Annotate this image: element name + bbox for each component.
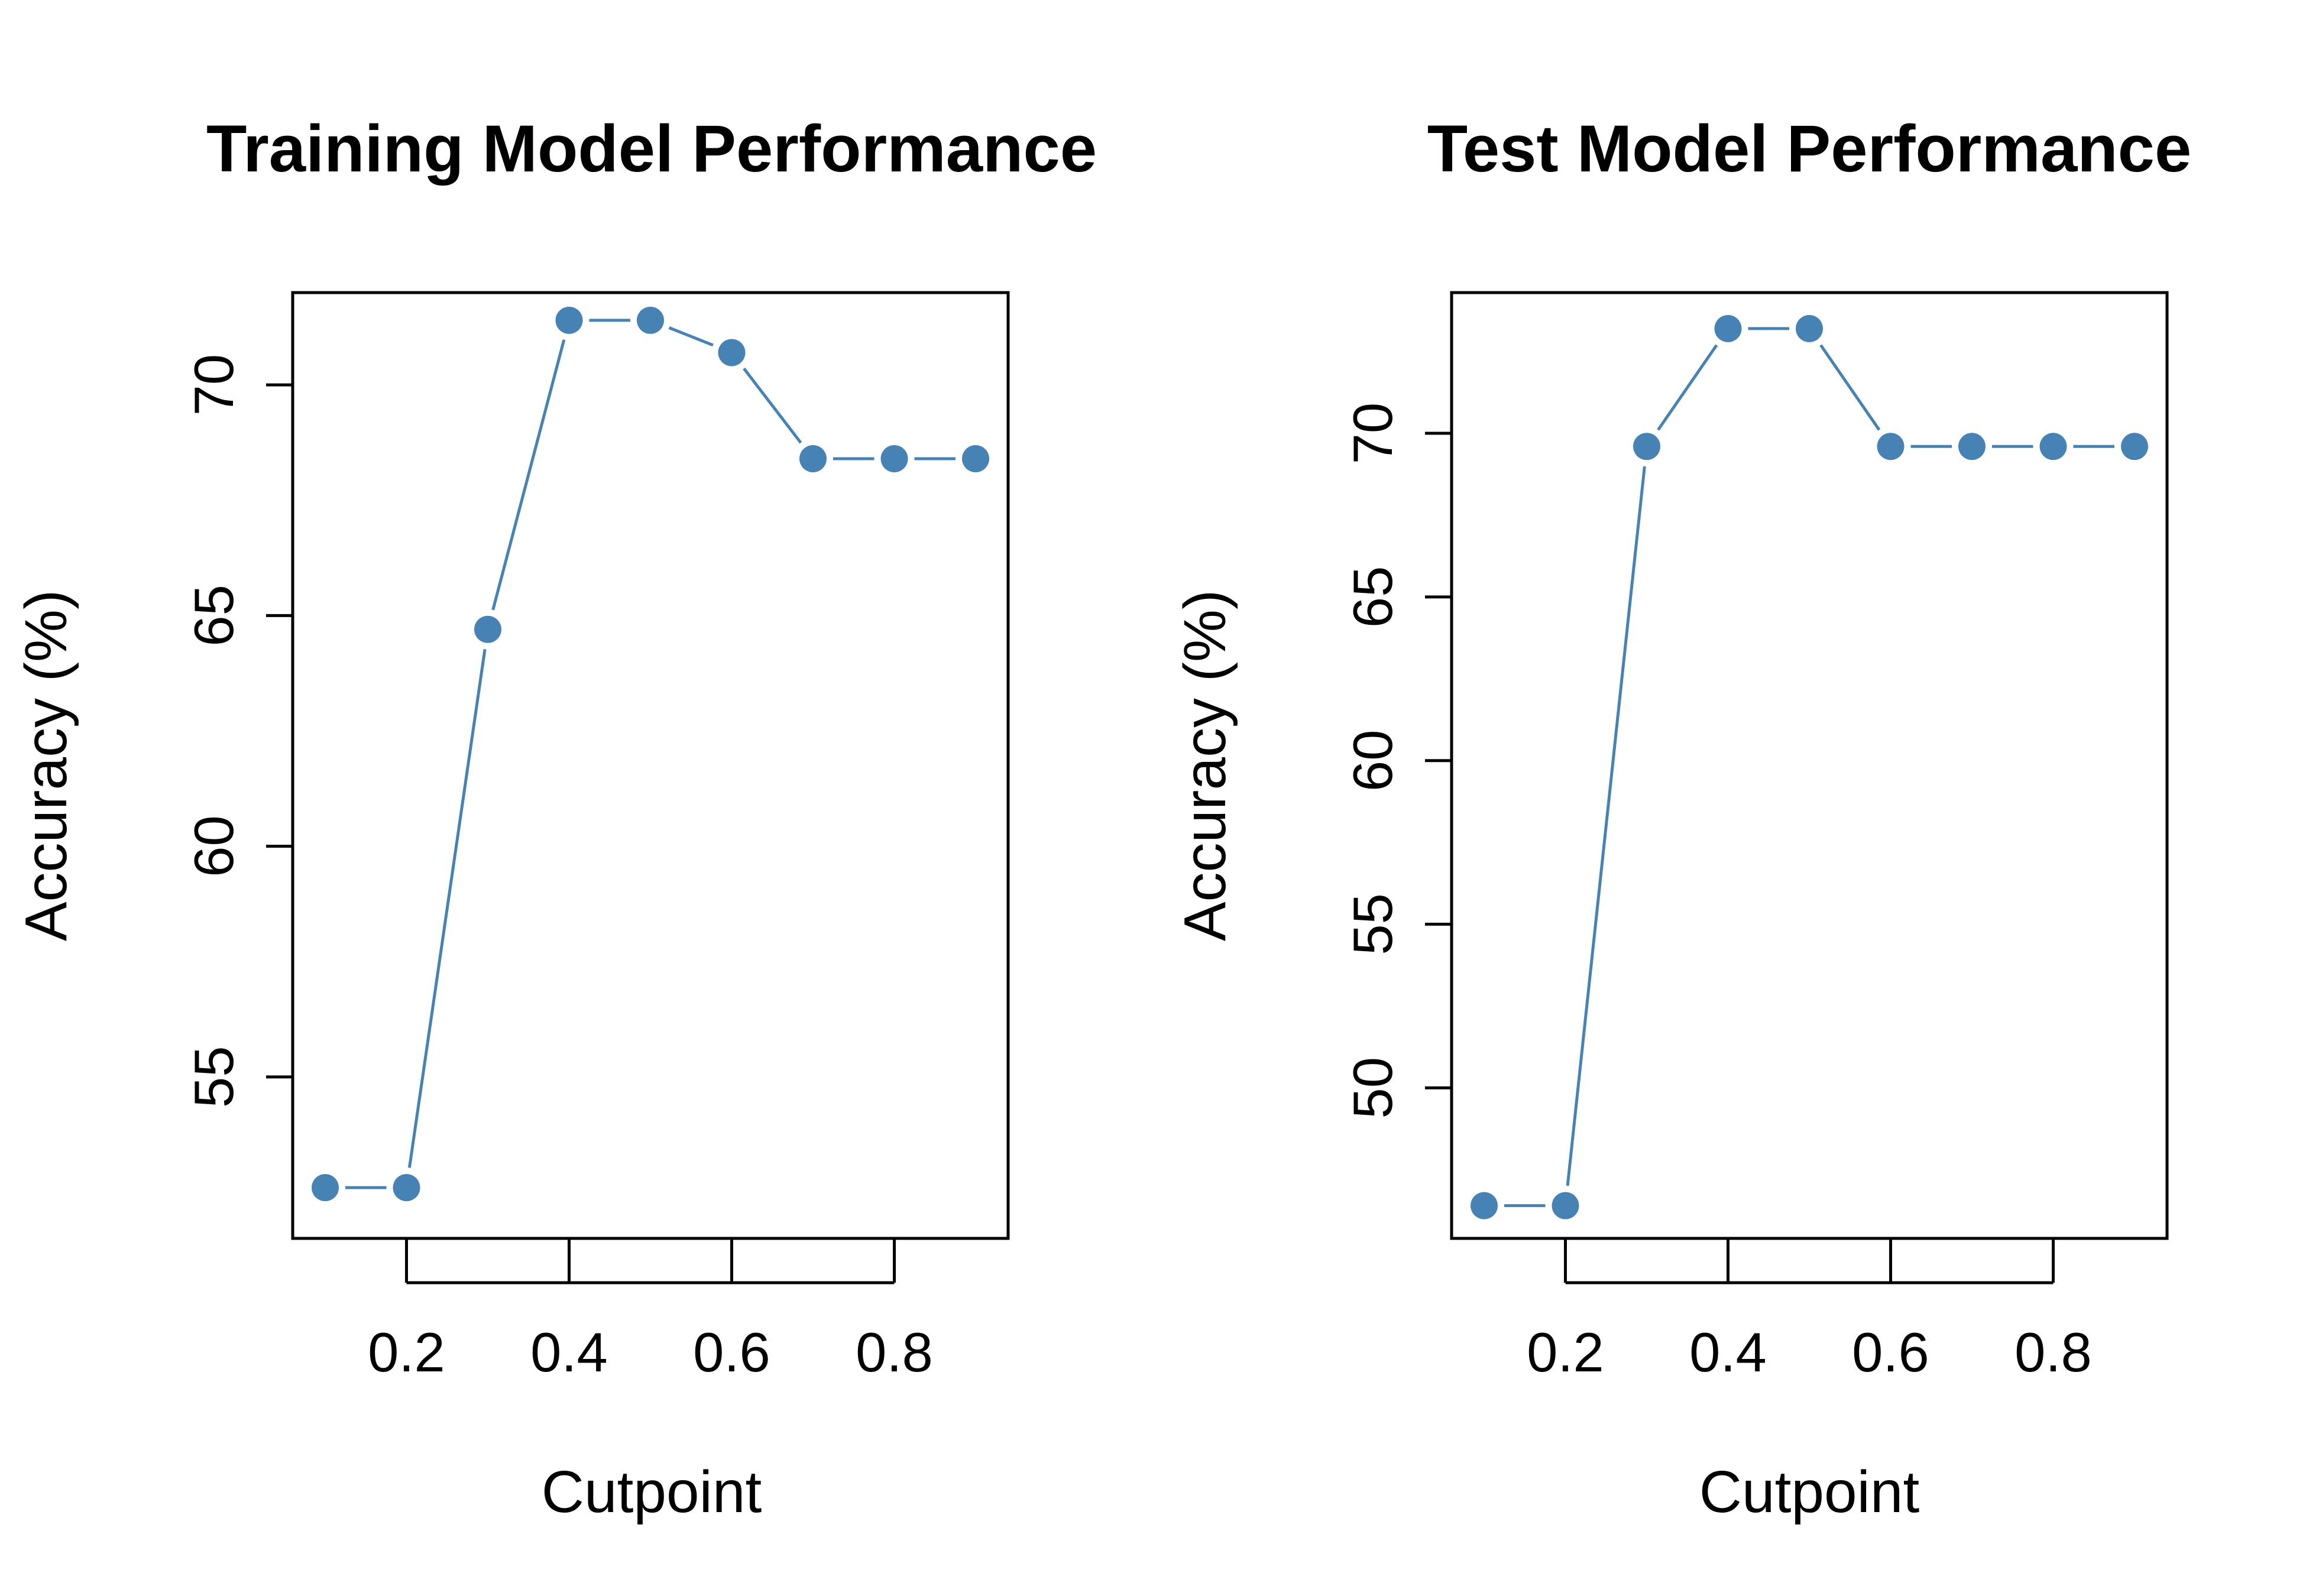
training-data-point [393,1174,420,1202]
training-y-tick-label: 55 [183,1046,245,1108]
test-data-point [1877,433,1905,460]
training-data-point [718,339,746,366]
training-x-tick-label: 0.8 [856,1321,933,1383]
training-x-tick-label: 0.6 [693,1321,770,1383]
test-x-axis-title: Cutpoint [1699,1459,1920,1525]
training-y-tick-label: 65 [183,585,245,647]
training-series-segment [743,367,802,444]
test-x-tick-label: 0.8 [2014,1321,2092,1383]
test-x-tick-label: 0.6 [1852,1321,1929,1383]
training-title: Training Model Performance [206,112,1097,186]
test-y-axis-title: Accuracy (%) [1172,590,1238,942]
training-series-segment [407,649,487,1168]
training-y-axis-title: Accuracy (%) [13,590,79,942]
test-data-point [2121,433,2148,460]
test-data-point [1958,433,1986,460]
test-y-tick-label: 60 [1342,729,1404,791]
test-y-tick-label: 55 [1342,893,1404,955]
training-data-point [312,1174,339,1202]
training-y-tick-label: 60 [183,815,245,877]
test-y-tick-label: 65 [1342,566,1404,628]
test-series-segment [1657,344,1718,431]
training-data-point [880,445,908,472]
test-y-tick-label: 50 [1342,1057,1404,1119]
training-y-tick-label: 70 [183,354,245,416]
test-title: Test Model Performance [1427,112,2191,186]
training-data-point [962,445,989,472]
training-series-segment [491,339,566,611]
test-x-tick-label: 0.4 [1689,1321,1767,1383]
test-y-tick-label: 70 [1342,403,1404,465]
test-data-point [2039,433,2067,460]
training-plot-frame [291,291,1010,1240]
test-data-point [1552,1192,1579,1219]
test-data-point [1633,433,1660,460]
test-plot-frame [1450,291,2169,1240]
test-data-point [1796,314,1823,342]
training-series-segment [668,326,714,347]
test-data-point [1714,314,1742,342]
test-x-tick-label: 0.2 [1527,1321,1604,1383]
training-panel: Training Model Performance Cutpoint Accu… [13,112,1097,1525]
training-data-point [555,306,583,334]
training-data-point [799,445,827,472]
test-data-point [1471,1192,1498,1219]
training-x-tick-label: 0.4 [530,1321,608,1383]
training-data-point [637,306,664,334]
training-x-tick-label: 0.2 [368,1321,445,1383]
test-series-segment [1566,466,1646,1186]
training-data-point [474,615,501,643]
training-x-axis-title: Cutpoint [542,1459,762,1525]
test-panel: Test Model Performance Cutpoint Accuracy… [1172,112,2191,1525]
test-series-segment [1819,344,1881,431]
